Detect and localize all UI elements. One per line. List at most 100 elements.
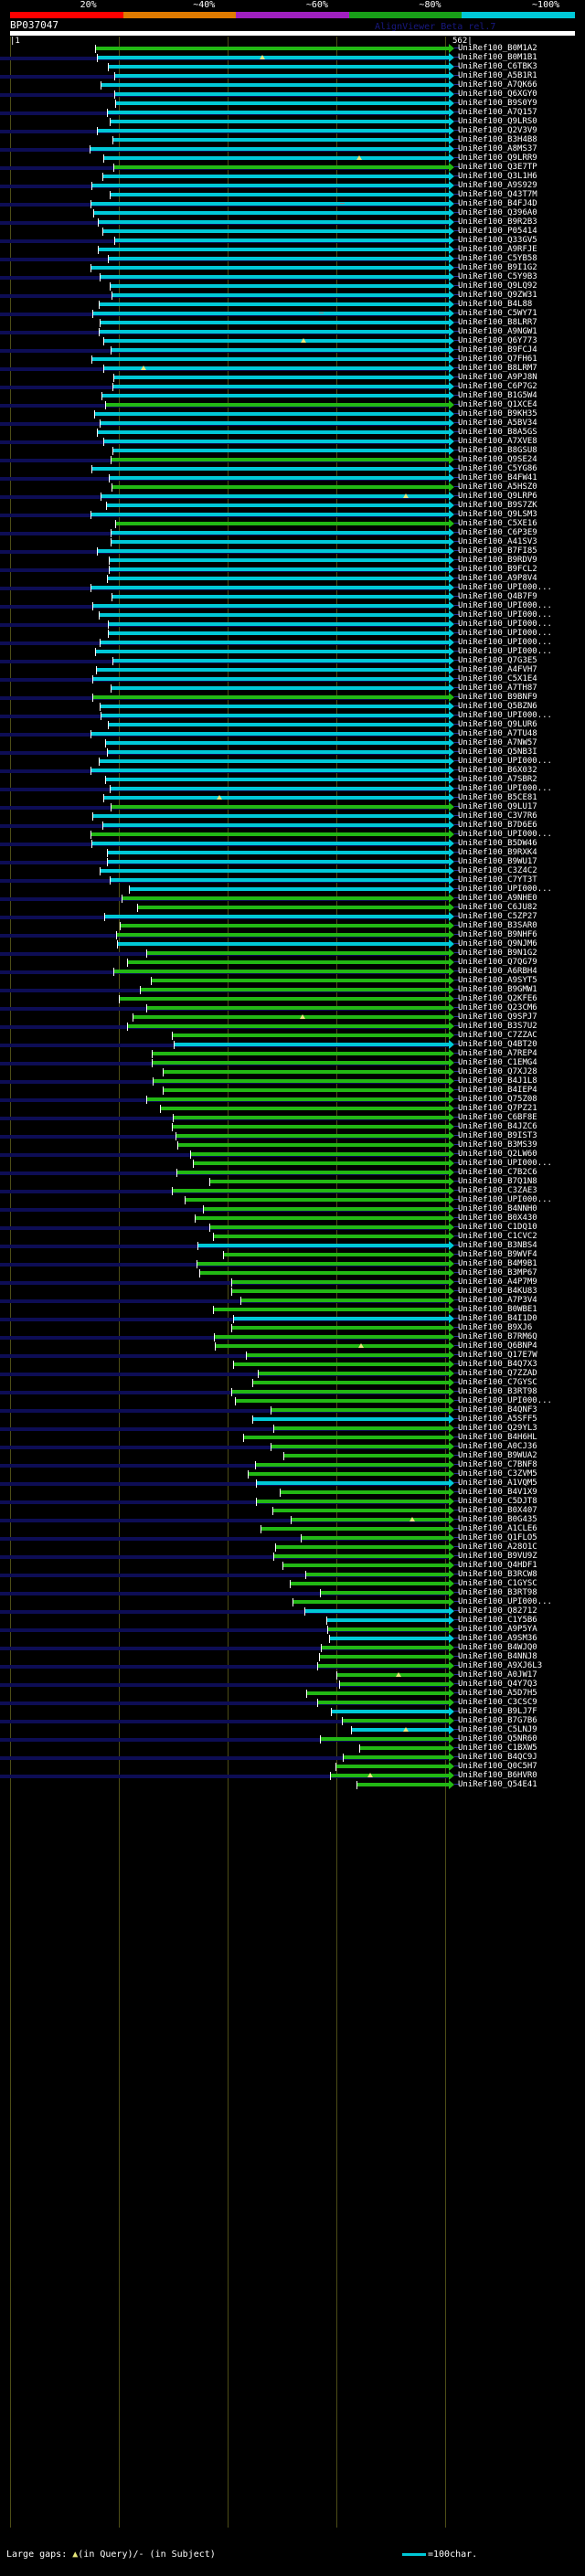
- hsp-bar[interactable]: [90, 147, 449, 151]
- hsp-bar[interactable]: [91, 357, 449, 361]
- alignment-row[interactable]: UniRef100_UPI000...: [0, 885, 585, 894]
- hsp-bar[interactable]: [97, 549, 449, 553]
- hit-label[interactable]: UniRef100_C5YG86: [458, 464, 537, 473]
- hit-label[interactable]: UniRef100_UPI000...: [458, 583, 552, 592]
- hit-label[interactable]: UniRef100_C7ZZAC: [458, 1031, 537, 1040]
- hit-label[interactable]: UniRef100_UPI000...: [458, 610, 552, 620]
- hit-label[interactable]: UniRef100_A9NGW1: [458, 327, 537, 336]
- alignment-row[interactable]: UniRef100_Q4Y7Q3: [0, 1680, 585, 1689]
- alignment-row[interactable]: UniRef100_Q4HDF1: [0, 1561, 585, 1570]
- alignment-row[interactable]: UniRef100_B0X407: [0, 1506, 585, 1515]
- alignment-row[interactable]: UniRef100_Q7QG79: [0, 958, 585, 967]
- hit-label[interactable]: UniRef100_UPI000...: [458, 711, 552, 720]
- hsp-bar[interactable]: [92, 695, 449, 699]
- hsp-bar[interactable]: [98, 220, 449, 224]
- hsp-bar[interactable]: [163, 1070, 449, 1074]
- hit-label[interactable]: UniRef100_UPI000...: [458, 1396, 552, 1405]
- hit-label[interactable]: UniRef100_C6BF8E: [458, 1113, 537, 1122]
- hsp-bar[interactable]: [202, 1207, 449, 1211]
- hit-label[interactable]: UniRef100_B9VU9Z: [458, 1552, 537, 1561]
- alignment-row[interactable]: UniRef100_A9NGW1: [0, 327, 585, 336]
- hsp-bar[interactable]: [96, 129, 449, 133]
- hit-label[interactable]: UniRef100_B7Q1N8: [458, 1177, 537, 1186]
- hit-label[interactable]: UniRef100_B7D6E6: [458, 821, 537, 830]
- alignment-row[interactable]: UniRef100_A5SFF5: [0, 1415, 585, 1424]
- hsp-bar[interactable]: [113, 239, 449, 242]
- hit-label[interactable]: UniRef100_B9NHF6: [458, 930, 537, 939]
- hit-label[interactable]: UniRef100_B9BNF9: [458, 693, 537, 702]
- hsp-bar[interactable]: [93, 211, 449, 215]
- hsp-bar[interactable]: [102, 440, 449, 443]
- alignment-row[interactable]: UniRef100_B4NNJ8: [0, 1652, 585, 1661]
- alignment-row[interactable]: UniRef100_B9GMW1: [0, 985, 585, 994]
- alignment-row[interactable]: UniRef100_Q75Z08: [0, 1095, 585, 1104]
- hsp-bar[interactable]: [111, 686, 449, 690]
- hit-label[interactable]: UniRef100_C6JU82: [458, 903, 537, 912]
- hit-label[interactable]: UniRef100_A9P8V4: [458, 574, 537, 583]
- hit-label[interactable]: UniRef100_Q2LW60: [458, 1150, 537, 1159]
- alignment-row[interactable]: UniRef100_B7D6E6: [0, 821, 585, 830]
- alignment-row[interactable]: UniRef100_B3S7U2: [0, 1022, 585, 1031]
- hsp-bar[interactable]: [106, 860, 449, 864]
- hit-label[interactable]: UniRef100_B9S0Y9: [458, 99, 537, 108]
- hsp-bar[interactable]: [97, 248, 449, 251]
- alignment-row[interactable]: UniRef100_Q3L1H6: [0, 172, 585, 181]
- hsp-bar[interactable]: [291, 1518, 449, 1521]
- alignment-row[interactable]: UniRef100_A1VQM5: [0, 1479, 585, 1488]
- hsp-bar[interactable]: [108, 622, 449, 626]
- alignment-row[interactable]: UniRef100_B0M1A2: [0, 44, 585, 53]
- alignment-row[interactable]: UniRef100_C6BF8E: [0, 1113, 585, 1122]
- alignment-row[interactable]: UniRef100_B5DW46: [0, 839, 585, 848]
- hsp-bar[interactable]: [350, 1728, 449, 1732]
- hit-label[interactable]: UniRef100_Q9SPJ7: [458, 1012, 537, 1022]
- hsp-bar[interactable]: [96, 56, 449, 59]
- alignment-row[interactable]: UniRef100_UPI000...: [0, 830, 585, 839]
- hit-label[interactable]: UniRef100_Q9LRP6: [458, 492, 537, 501]
- hit-label[interactable]: UniRef100_Q17E7W: [458, 1351, 537, 1360]
- hit-label[interactable]: UniRef100_B7FI85: [458, 546, 537, 556]
- hit-label[interactable]: UniRef100_Q43T7M: [458, 190, 537, 199]
- hsp-bar[interactable]: [127, 1024, 449, 1028]
- hsp-bar[interactable]: [112, 138, 449, 142]
- alignment-row[interactable]: UniRef100_C7B2C6: [0, 1168, 585, 1177]
- hsp-bar[interactable]: [90, 732, 449, 736]
- alignment-row[interactable]: UniRef100_A7TH87: [0, 684, 585, 693]
- alignment-row[interactable]: UniRef100_B4L88: [0, 300, 585, 309]
- hit-label[interactable]: UniRef100_B0X407: [458, 1506, 537, 1515]
- alignment-row[interactable]: UniRef100_Q7G3E5: [0, 656, 585, 665]
- hit-label[interactable]: UniRef100_B9S7ZK: [458, 501, 537, 510]
- hit-label[interactable]: UniRef100_Q5BZN6: [458, 702, 537, 711]
- hit-label[interactable]: UniRef100_Q7ZZAD: [458, 1369, 537, 1378]
- alignment-row[interactable]: UniRef100_B6X032: [0, 766, 585, 775]
- hit-label[interactable]: UniRef100_P05414: [458, 227, 537, 236]
- alignment-row[interactable]: UniRef100_A41SV3: [0, 537, 585, 546]
- hit-label[interactable]: UniRef100_A7REP4: [458, 1049, 537, 1058]
- hsp-bar[interactable]: [171, 1034, 449, 1037]
- alignment-row[interactable]: UniRef100_B3RT98: [0, 1588, 585, 1597]
- hsp-bar[interactable]: [336, 1673, 449, 1677]
- hsp-bar[interactable]: [177, 1143, 449, 1147]
- alignment-row[interactable]: UniRef100_A9S929: [0, 181, 585, 190]
- hit-label[interactable]: UniRef100_Q4BT20: [458, 1040, 537, 1049]
- hsp-bar[interactable]: [305, 1573, 449, 1576]
- alignment-row[interactable]: UniRef100_B8LRM7: [0, 364, 585, 373]
- hsp-bar[interactable]: [99, 705, 449, 708]
- alignment-row[interactable]: UniRef100_Q4B7F9: [0, 592, 585, 601]
- alignment-row[interactable]: UniRef100_B9S7ZK: [0, 501, 585, 510]
- hit-label[interactable]: UniRef100_Q82712: [458, 1606, 537, 1616]
- hit-label[interactable]: UniRef100_C3V7R6: [458, 811, 537, 821]
- alignment-row[interactable]: UniRef100_A9XJ6L3: [0, 1661, 585, 1670]
- hit-label[interactable]: UniRef100_C5LNJ9: [458, 1725, 537, 1734]
- hit-label[interactable]: UniRef100_UPI000...: [458, 885, 552, 894]
- alignment-row[interactable]: UniRef100_Q9LRR9: [0, 154, 585, 163]
- alignment-row[interactable]: UniRef100_UPI000...: [0, 757, 585, 766]
- hsp-bar[interactable]: [103, 915, 449, 918]
- hsp-bar[interactable]: [110, 120, 449, 123]
- alignment-row[interactable]: UniRef100_B3RCW8: [0, 1570, 585, 1579]
- alignment-row[interactable]: UniRef100_A0JW17: [0, 1670, 585, 1680]
- hsp-bar[interactable]: [98, 302, 449, 306]
- alignment-row[interactable]: UniRef100_A28O1C: [0, 1542, 585, 1552]
- hsp-bar[interactable]: [172, 1125, 449, 1129]
- hit-label[interactable]: UniRef100_A5D7H5: [458, 1689, 537, 1698]
- hit-label[interactable]: UniRef100_B3RT98: [458, 1588, 537, 1597]
